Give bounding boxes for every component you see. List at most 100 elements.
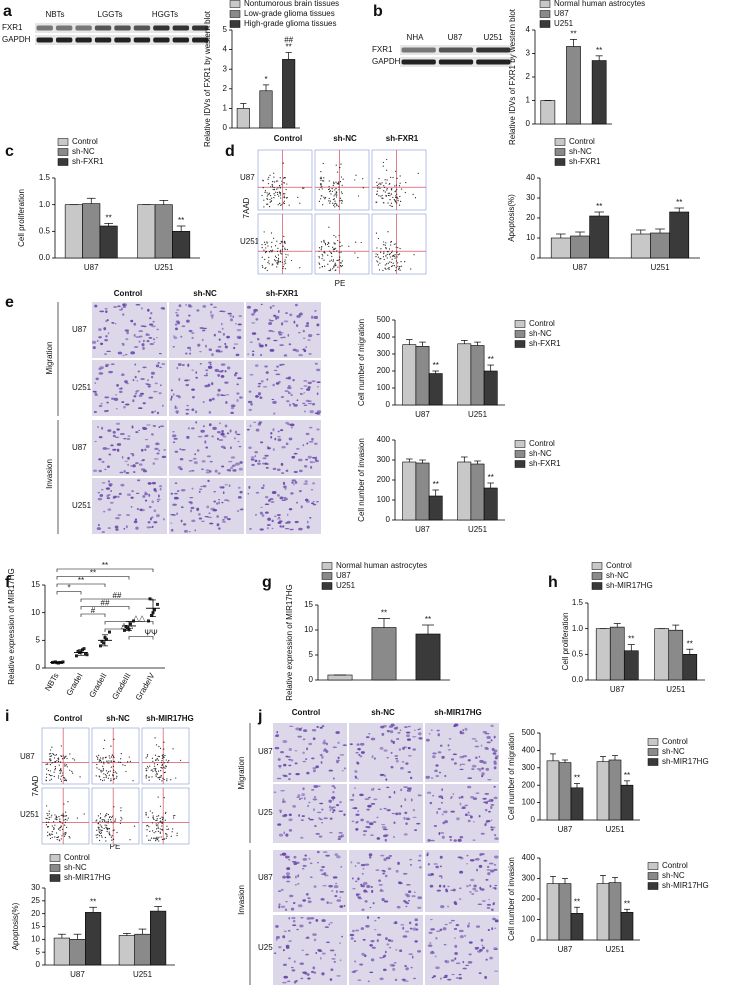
flow-dot	[270, 202, 271, 203]
flow-dot	[148, 826, 149, 827]
cell-stain	[160, 488, 162, 491]
cell-stain	[105, 335, 107, 337]
flow-dot	[385, 242, 386, 243]
flow-dot	[113, 766, 114, 767]
legend-label: Control	[72, 137, 98, 146]
cell-stain	[395, 758, 398, 760]
blot-band	[173, 38, 189, 43]
flow-dot	[333, 182, 334, 183]
cell-stain	[105, 310, 107, 313]
cell-stain	[309, 819, 314, 821]
cell-stain	[396, 738, 399, 740]
cell-stain	[104, 396, 109, 398]
cell-stain	[267, 518, 271, 521]
cell-stain	[270, 436, 272, 439]
cell-stain	[412, 736, 416, 737]
flow-dot	[415, 197, 416, 198]
flow-dot	[164, 768, 165, 769]
cell-stain	[296, 324, 298, 327]
flow-dot	[172, 831, 173, 832]
flow-dot	[158, 826, 159, 827]
flow-dot	[160, 777, 161, 778]
flow-dot	[54, 772, 55, 773]
flow-dot	[63, 816, 64, 817]
cell-stain	[440, 978, 442, 980]
cell-stain	[329, 832, 332, 833]
cell-stain	[306, 442, 308, 444]
micro-group-label: Migration	[237, 757, 246, 790]
cell-stain	[317, 386, 319, 388]
flow-dot	[399, 205, 400, 206]
cell-stain	[190, 502, 193, 504]
cell-stain	[361, 909, 364, 911]
cell-stain	[469, 953, 472, 955]
cell-stain	[151, 376, 153, 378]
flow-dot	[278, 258, 279, 259]
flow-dot	[47, 815, 48, 816]
cell-stain	[288, 765, 291, 767]
cell-stain	[413, 978, 416, 979]
flow-dot	[59, 773, 60, 774]
cell-stain	[490, 826, 493, 828]
x-tick-label: U251	[154, 263, 174, 272]
cell-stain	[467, 925, 470, 928]
cell-stain	[299, 490, 302, 492]
flow-dot	[283, 193, 284, 194]
cell-stain	[311, 438, 314, 441]
flow-dot	[278, 254, 279, 255]
cell-stain	[288, 334, 290, 337]
cell-stain	[202, 329, 205, 331]
cell-stain	[149, 343, 154, 345]
cell-stain	[250, 425, 252, 428]
cell-stain	[180, 458, 184, 460]
cell-stain	[225, 346, 227, 348]
y-tick-label: 1.0	[39, 200, 51, 209]
cell-stain	[319, 819, 322, 821]
cell-stain	[357, 877, 359, 880]
flow-dot	[173, 817, 174, 818]
cell-stain	[134, 334, 136, 337]
cell-stain	[490, 869, 495, 872]
x-tick-label: U251	[468, 410, 488, 419]
cell-stain	[412, 956, 414, 959]
cell-stain	[306, 433, 310, 435]
cell-stain	[131, 490, 134, 492]
flow-dot	[331, 260, 332, 261]
flow-dot	[51, 816, 52, 817]
flow-dot	[69, 753, 70, 754]
cell-stain	[159, 426, 161, 428]
flow-dot	[103, 748, 104, 749]
flow-dot	[163, 742, 164, 743]
flow-dot	[154, 766, 155, 767]
cell-stain	[354, 770, 357, 773]
bar	[70, 939, 86, 965]
cell-stain	[197, 449, 200, 451]
cell-stain	[439, 885, 441, 888]
y-tick-label: 15	[31, 580, 40, 589]
flow-dot	[54, 762, 55, 763]
cell-stain	[297, 874, 299, 877]
cell-stain	[254, 451, 258, 453]
cell-stain	[238, 337, 241, 339]
cell-stain	[307, 805, 309, 807]
cell-stain	[185, 304, 187, 305]
micrograph	[92, 302, 167, 358]
flow-dot	[99, 830, 100, 831]
flow-dot	[69, 836, 70, 837]
cell-stain	[358, 754, 360, 756]
cell-stain	[278, 946, 281, 948]
cell-stain	[354, 961, 356, 963]
y-tick-label: 15	[31, 922, 40, 931]
x-tick-label: U87	[558, 945, 573, 954]
cell-stain	[357, 778, 359, 779]
bar	[416, 463, 429, 520]
flow-dot	[67, 819, 68, 820]
cell-stain	[278, 890, 281, 892]
flow-dot	[327, 244, 328, 245]
cell-stain	[252, 332, 256, 335]
cell-stain	[362, 868, 364, 870]
flow-dot	[53, 827, 54, 828]
flow-dot	[101, 761, 102, 762]
cell-stain	[412, 817, 416, 818]
cell-stain	[330, 949, 335, 951]
